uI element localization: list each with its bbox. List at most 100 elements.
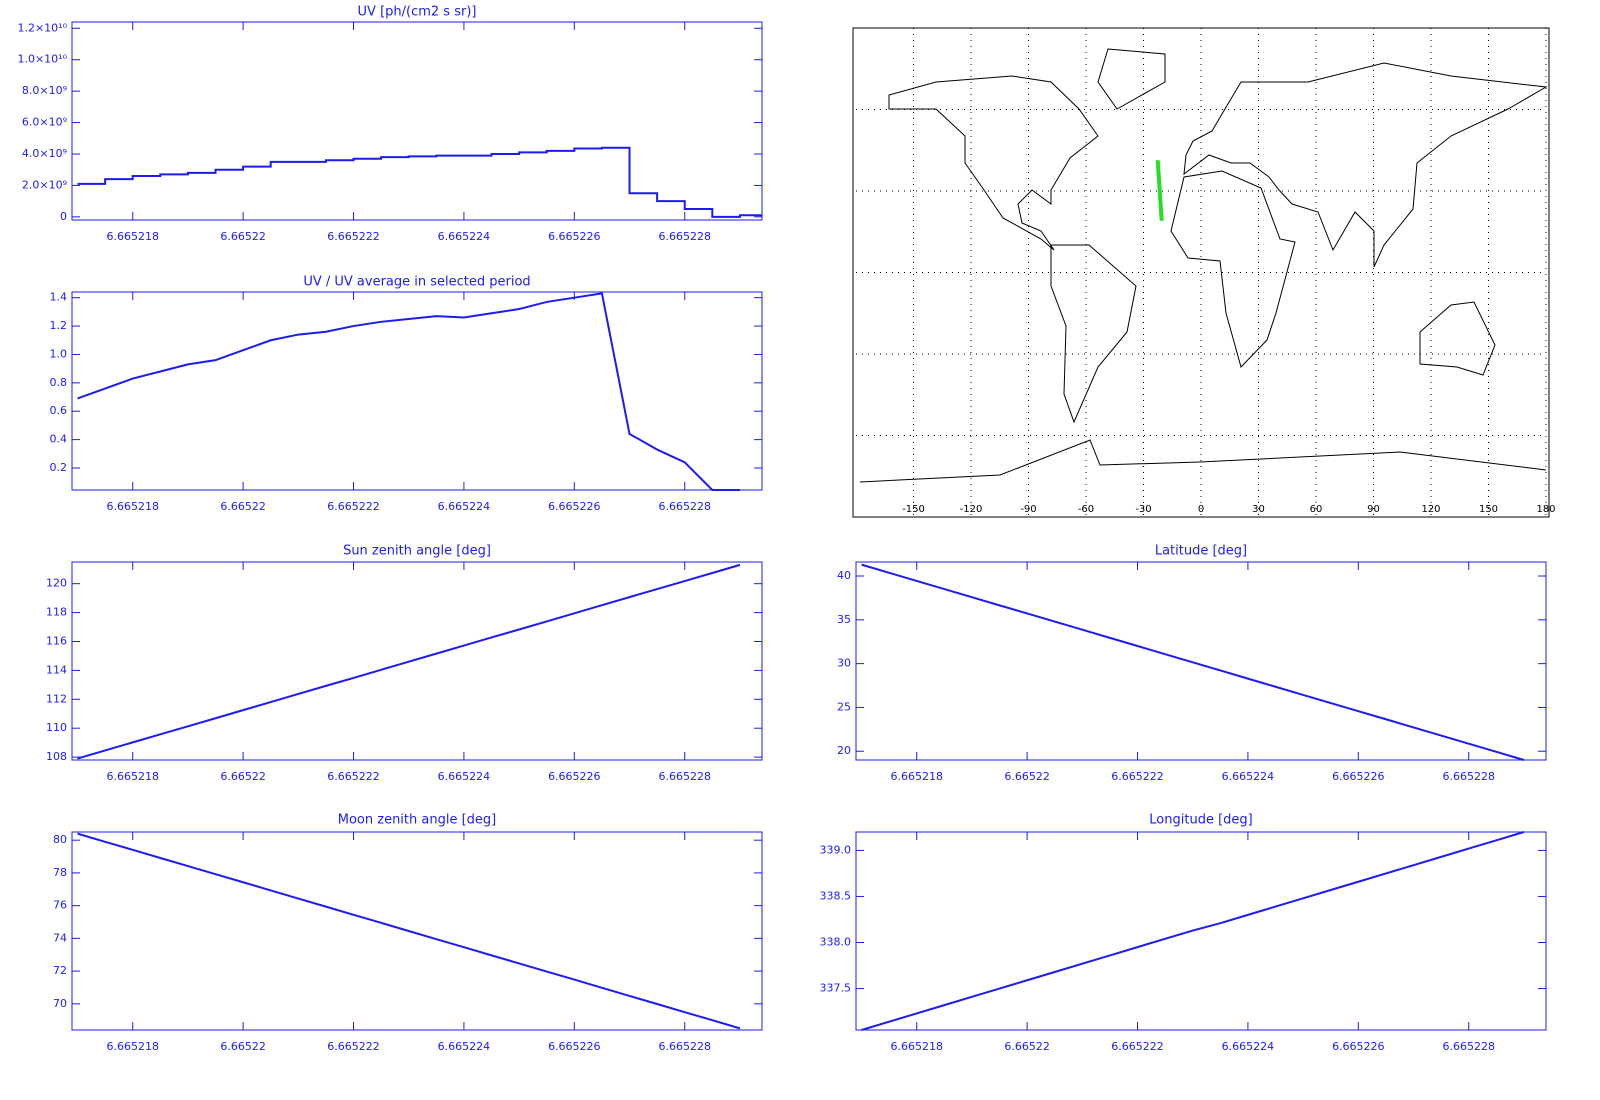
y-tick-label: 6.0×10⁹ [22, 116, 67, 129]
x-tick-label: 6.66522 [220, 770, 266, 783]
y-tick-label: 118 [46, 606, 67, 619]
y-tick-label: 338.0 [820, 936, 852, 949]
x-tick-label: 6.665222 [327, 1040, 380, 1053]
eurasia [1183, 62, 1548, 268]
x-tick-label: 6.665224 [438, 230, 491, 243]
x-tick-label: 6.665226 [548, 770, 601, 783]
data-line [77, 832, 741, 1030]
data-line [77, 292, 740, 491]
x-tick-label: 6.66522 [220, 500, 266, 513]
greenland [1097, 48, 1166, 110]
y-tick-label: 338.5 [820, 889, 852, 902]
y-tick-label: 74 [53, 931, 67, 944]
x-tick-label: -150 [902, 504, 925, 515]
x-tick-label: 6.665218 [106, 770, 159, 783]
data-line [861, 831, 1525, 1031]
x-tick-label: 120 [1421, 504, 1440, 515]
x-tick-label: -60 [1078, 504, 1094, 515]
plot-frame [855, 831, 1547, 1031]
chart-title: UV [ph/(cm2 s sr)] [358, 5, 477, 20]
plot-frame [71, 561, 763, 761]
y-tick-label: 2.0×10⁹ [22, 178, 67, 191]
data-line [77, 146, 762, 218]
x-tick-label: 6.665218 [890, 1040, 943, 1053]
coastlines [859, 48, 1548, 483]
data-line [77, 563, 741, 760]
x-tick-label: 6.665226 [548, 500, 601, 513]
x-tick-label: 6.66522 [1004, 770, 1050, 783]
chart-title: UV / UV average in selected period [303, 275, 530, 290]
x-tick-label: 6.665222 [327, 230, 380, 243]
x-tick-label: 0 [1198, 504, 1204, 515]
y-tick-label: 114 [46, 663, 67, 676]
africa [1170, 170, 1296, 368]
x-tick-label: 6.665218 [106, 230, 159, 243]
x-tick-label: 6.665228 [1442, 770, 1495, 783]
x-tick-label: 6.665228 [658, 1040, 711, 1053]
x-tick-label: 6.665222 [327, 770, 380, 783]
x-tick-label: 6.665228 [658, 230, 711, 243]
y-tick-label: 20 [837, 744, 851, 757]
y-tick-label: 120 [46, 577, 67, 590]
x-tick-label: 6.665224 [1222, 1040, 1275, 1053]
antarctica [859, 439, 1547, 483]
x-tick-label: 6.665228 [658, 500, 711, 513]
plot-frame [71, 831, 763, 1031]
x-tick-label: -90 [1020, 504, 1036, 515]
x-tick-label: 6.665224 [438, 500, 491, 513]
x-tick-label: 6.665224 [1222, 770, 1275, 783]
y-tick-label: 108 [46, 750, 67, 763]
y-tick-label: 1.4 [50, 291, 68, 304]
y-tick-label: 35 [837, 613, 851, 626]
y-tick-label: 1.2×10¹⁰ [17, 21, 67, 34]
x-tick-label: 6.665218 [106, 500, 159, 513]
x-tick-label: 6.665226 [1332, 1040, 1385, 1053]
y-tick-label: 8.0×10⁹ [22, 84, 67, 97]
chart-title: Longitude [deg] [1149, 813, 1252, 828]
y-tick-label: 30 [837, 657, 851, 670]
y-tick-label: 0 [60, 210, 67, 223]
y-tick-label: 116 [46, 634, 67, 647]
y-tick-label: 0.4 [50, 433, 68, 446]
x-tick-label: 6.665226 [1332, 770, 1385, 783]
chart-title: Moon zenith angle [deg] [338, 813, 496, 828]
x-tick-label: 6.66522 [1004, 1040, 1050, 1053]
x-tick-label: 6.665224 [438, 1040, 491, 1053]
x-tick-label: 6.665228 [1442, 1040, 1495, 1053]
y-tick-label: 0.8 [50, 376, 68, 389]
x-tick-label: 6.665222 [1111, 770, 1164, 783]
x-tick-label: 6.665224 [438, 770, 491, 783]
y-tick-label: 4.0×10⁹ [22, 147, 67, 160]
x-tick-label: 60 [1310, 504, 1323, 515]
chart-title: Sun zenith angle [deg] [343, 544, 491, 559]
data-line [861, 563, 1525, 761]
x-tick-label: 6.66522 [220, 230, 266, 243]
orbit-track [1155, 160, 1164, 222]
x-tick-label: 180 [1536, 504, 1555, 515]
x-tick-label: 90 [1367, 504, 1380, 515]
x-tick-label: 6.665218 [890, 770, 943, 783]
south-america [1050, 244, 1137, 424]
x-tick-label: 6.665228 [658, 770, 711, 783]
y-tick-label: 0.2 [50, 461, 68, 474]
north-america [888, 75, 1099, 251]
y-tick-label: 1.2 [50, 319, 68, 332]
x-tick-label: 6.665226 [548, 1040, 601, 1053]
y-tick-label: 1.0 [50, 347, 68, 360]
y-tick-label: 25 [837, 700, 851, 713]
y-tick-label: 72 [53, 964, 67, 977]
x-tick-label: 6.665222 [327, 500, 380, 513]
y-tick-label: 76 [53, 899, 67, 912]
chart-title: Latitude [deg] [1155, 544, 1247, 559]
y-tick-label: 78 [53, 866, 67, 879]
y-tick-label: 339.0 [820, 843, 852, 856]
y-tick-label: 337.5 [820, 982, 852, 995]
y-tick-label: 112 [46, 692, 67, 705]
y-tick-label: 40 [837, 569, 851, 582]
x-tick-label: 6.665226 [548, 230, 601, 243]
plot-frame [71, 21, 763, 221]
x-tick-label: 30 [1252, 504, 1265, 515]
plot-frame [855, 561, 1547, 761]
x-tick-label: -30 [1135, 504, 1151, 515]
y-tick-label: 110 [46, 721, 67, 734]
